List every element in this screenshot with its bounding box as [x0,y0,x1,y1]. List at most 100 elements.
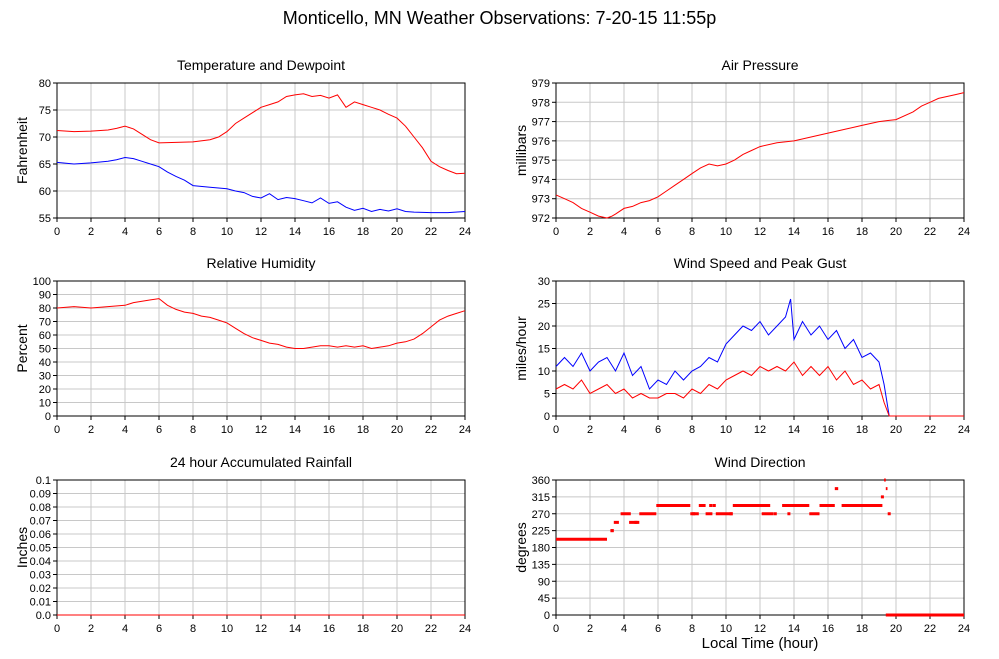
x-tick-label: 12 [255,623,267,635]
x-tick-label: 6 [156,424,162,436]
x-tick-label: 6 [655,424,661,436]
x-tick-label: 18 [357,424,369,436]
y-tick-label: 0 [544,610,550,622]
y-tick-label: 135 [532,559,550,571]
y-tick-label: 80 [39,78,51,90]
x-tick-label: 10 [221,623,233,635]
plot-frame [555,280,965,417]
y-tick-label: 90 [538,576,550,588]
y-tick-label: 60 [39,330,51,342]
x-tick-label: 24 [958,226,970,238]
chart-24-hour-accumulated-rainfall: 24 hour Accumulated Rainfall0.00.010.020… [14,454,471,635]
x-tick-label: 12 [754,424,766,436]
chart-title: Wind Speed and Peak Gust [674,255,847,271]
y-tick-label: 25 [538,299,550,311]
y-tick-label: 0.09 [30,489,51,501]
series-line-blue [555,298,964,417]
direction-point [610,529,614,533]
y-axis-label: Fahrenheit [14,117,30,184]
direction-point [787,512,791,516]
y-tick-label: 40 [39,357,51,369]
x-tick-label: 8 [190,226,196,238]
x-tick-label: 0 [553,424,559,436]
chart-title: Temperature and Dewpoint [177,57,345,73]
y-tick-label: 0.06 [30,529,51,541]
x-tick-label: 10 [221,226,233,238]
x-tick-label: 6 [655,623,661,635]
y-tick-label: 55 [39,213,51,225]
chart-title: Air Pressure [721,57,798,73]
x-tick-label: 10 [720,424,732,436]
y-tick-label: 0.02 [30,583,51,595]
y-axis-label: degrees [513,522,529,573]
series-line-red [555,361,964,417]
x-tick-label: 2 [88,623,94,635]
x-tick-label: 2 [587,226,593,238]
plot-frame [56,280,466,417]
y-tick-label: 976 [532,136,550,148]
x-tick-label: 4 [621,424,627,436]
y-axis-label: millibars [513,125,529,176]
direction-point [887,512,891,516]
x-tick-label: 14 [289,623,301,635]
chart-title: Relative Humidity [207,255,316,271]
x-tick-label: 18 [357,623,369,635]
x-tick-label: 22 [425,226,437,238]
y-tick-label: 65 [39,159,51,171]
x-tick-label: 16 [822,623,834,635]
x-tick-label: 24 [958,623,970,635]
x-tick-label: 22 [425,424,437,436]
y-tick-label: 60 [39,186,51,198]
plot-frame [555,82,965,219]
y-tick-label: 975 [532,155,550,167]
chart-title: 24 hour Accumulated Rainfall [170,454,352,470]
y-tick-label: 0.01 [30,597,51,609]
direction-point [709,504,713,507]
x-tick-label: 20 [391,226,403,238]
y-tick-label: 978 [532,97,550,109]
x-tick-label: 6 [156,226,162,238]
x-tick-label: 20 [890,226,902,238]
chart-title: Wind Direction [714,454,805,470]
y-tick-label: 15 [538,344,550,356]
x-tick-label: 12 [754,623,766,635]
direction-point [692,512,696,516]
y-tick-label: 0 [45,411,51,423]
y-tick-label: 270 [532,509,550,521]
x-tick-label: 12 [255,226,267,238]
y-tick-label: 0.1 [36,475,51,487]
x-tick-label: 20 [890,623,902,635]
x-tick-label: 8 [689,226,695,238]
y-tick-label: 30 [39,371,51,383]
x-tick-label: 24 [459,623,471,635]
y-tick-label: 75 [39,105,51,117]
y-tick-label: 0.03 [30,570,51,582]
y-tick-label: 45 [538,593,550,605]
y-tick-label: 100 [33,276,51,288]
x-tick-label: 4 [122,226,128,238]
x-tick-label: 22 [924,623,936,635]
x-tick-label: 10 [720,226,732,238]
direction-point [729,512,733,516]
x-tick-label: 10 [720,623,732,635]
plot-frame [555,479,965,616]
y-tick-label: 10 [538,366,550,378]
x-axis-label: Local Time (hour) [701,635,819,652]
x-tick-label: 12 [754,226,766,238]
x-tick-label: 0 [54,424,60,436]
x-tick-label: 22 [924,226,936,238]
y-tick-label: 10 [39,398,51,410]
y-tick-label: 20 [39,384,51,396]
y-tick-label: 972 [532,213,550,225]
y-tick-label: 315 [532,492,550,504]
x-tick-label: 0 [54,226,60,238]
y-axis-label: miles/hour [513,316,529,381]
y-tick-label: 5 [544,389,550,401]
series-line-blue [56,156,466,214]
x-tick-label: 18 [856,623,868,635]
x-tick-label: 14 [788,623,800,635]
